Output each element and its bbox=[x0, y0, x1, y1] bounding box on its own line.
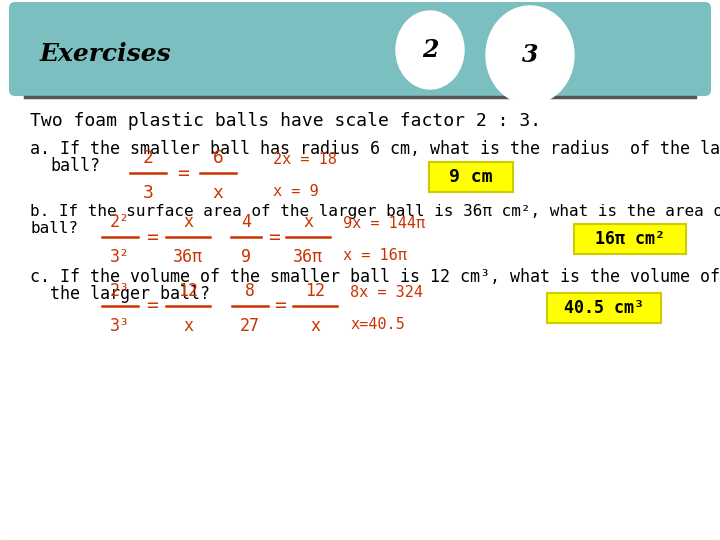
Text: 3: 3 bbox=[522, 43, 539, 67]
Text: =: = bbox=[274, 296, 286, 315]
Text: 2³: 2³ bbox=[110, 282, 130, 300]
Text: x: x bbox=[310, 317, 320, 335]
Text: b. If the surface area of the larger ball is 36π cm², what is the area of the sm: b. If the surface area of the larger bal… bbox=[30, 204, 720, 219]
Text: x: x bbox=[183, 317, 193, 335]
Text: 3²: 3² bbox=[110, 248, 130, 266]
Text: 27: 27 bbox=[240, 317, 260, 335]
Text: 16π cm²: 16π cm² bbox=[595, 230, 665, 248]
Text: a. If the smaller ball has radius 6 cm, what is the radius  of the larger: a. If the smaller ball has radius 6 cm, … bbox=[30, 140, 720, 158]
Text: 3: 3 bbox=[143, 184, 153, 202]
Text: 36π: 36π bbox=[173, 248, 203, 266]
Text: 4: 4 bbox=[241, 213, 251, 231]
Text: x = 9: x = 9 bbox=[273, 184, 319, 199]
Text: 36π: 36π bbox=[293, 248, 323, 266]
Text: c. If the volume of the smaller ball is 12 cm³, what is the volume of: c. If the volume of the smaller ball is … bbox=[30, 268, 720, 286]
Text: =: = bbox=[146, 296, 158, 315]
Text: Two foam plastic balls have scale factor 2 : 3.: Two foam plastic balls have scale factor… bbox=[30, 112, 541, 130]
Text: 2: 2 bbox=[422, 38, 438, 62]
Ellipse shape bbox=[396, 11, 464, 89]
Text: the larger ball?: the larger ball? bbox=[50, 285, 210, 303]
Text: =: = bbox=[146, 227, 158, 246]
FancyBboxPatch shape bbox=[574, 224, 686, 254]
Text: 3³: 3³ bbox=[110, 317, 130, 335]
Text: x: x bbox=[303, 213, 313, 231]
Text: 9x = 144π: 9x = 144π bbox=[343, 216, 425, 231]
Text: 2²: 2² bbox=[110, 213, 130, 231]
Text: =: = bbox=[268, 227, 280, 246]
Text: x=40.5: x=40.5 bbox=[350, 317, 405, 332]
FancyBboxPatch shape bbox=[429, 162, 513, 192]
FancyBboxPatch shape bbox=[547, 293, 661, 323]
Ellipse shape bbox=[486, 6, 574, 104]
Text: 9: 9 bbox=[241, 248, 251, 266]
Text: 12: 12 bbox=[305, 282, 325, 300]
FancyBboxPatch shape bbox=[9, 2, 711, 96]
Text: ball?: ball? bbox=[50, 157, 100, 175]
Text: x: x bbox=[212, 184, 223, 202]
Text: 12: 12 bbox=[178, 282, 198, 300]
Text: 6: 6 bbox=[212, 149, 223, 167]
Text: 2: 2 bbox=[143, 149, 153, 167]
Text: 9 cm: 9 cm bbox=[449, 168, 492, 186]
Text: Exercises: Exercises bbox=[40, 42, 172, 66]
Text: ball?: ball? bbox=[30, 221, 78, 236]
Text: =: = bbox=[177, 164, 189, 183]
Text: x = 16π: x = 16π bbox=[343, 248, 407, 263]
Text: 2x = 18: 2x = 18 bbox=[273, 152, 337, 167]
Text: 8x = 324: 8x = 324 bbox=[350, 285, 423, 300]
Text: 8: 8 bbox=[245, 282, 255, 300]
Text: x: x bbox=[183, 213, 193, 231]
Text: 40.5 cm³: 40.5 cm³ bbox=[564, 299, 644, 317]
